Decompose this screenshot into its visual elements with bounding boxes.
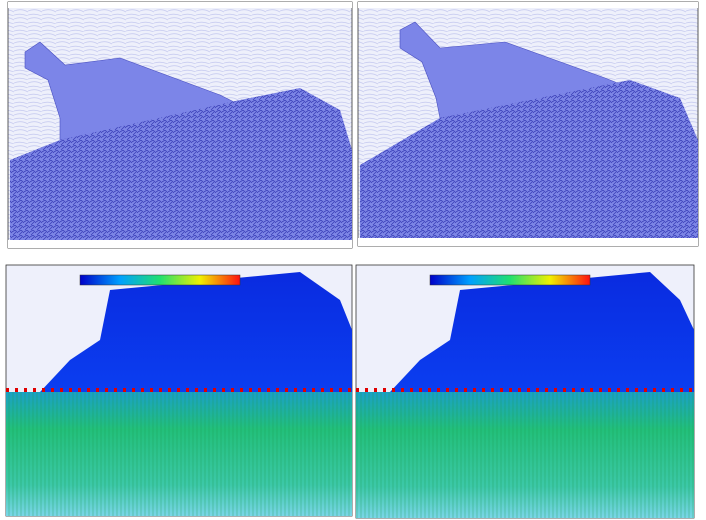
panel-bottom-left — [6, 265, 352, 516]
panel-top-right — [358, 2, 698, 246]
panel-bottom-right — [356, 265, 694, 518]
panel-top-left — [8, 2, 352, 248]
figure — [0, 0, 706, 520]
